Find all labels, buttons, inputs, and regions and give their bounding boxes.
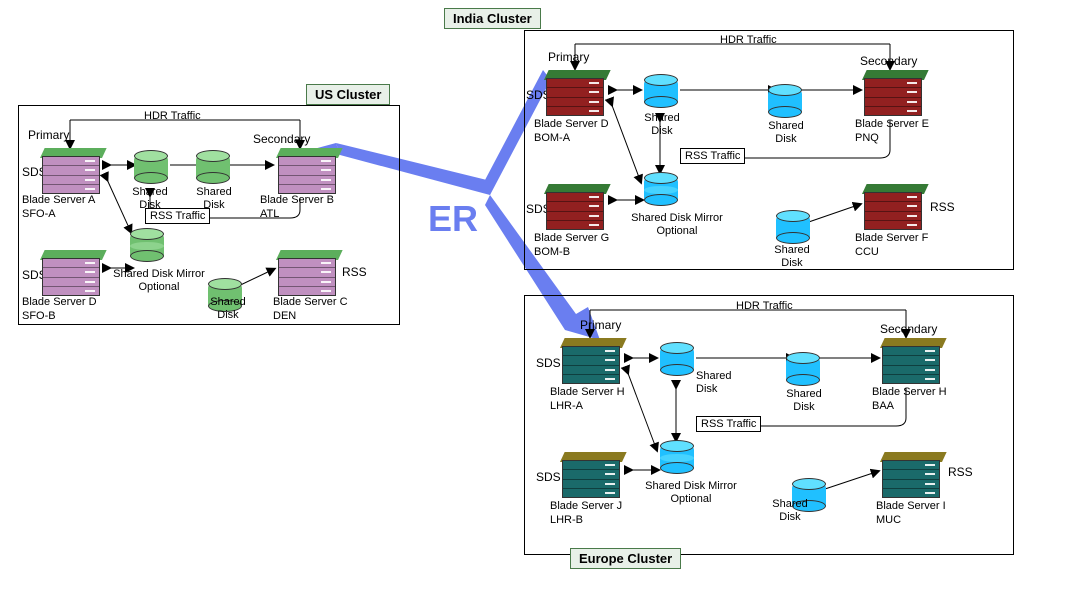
europe-disk-2 — [786, 352, 820, 388]
server-pnq — [862, 70, 926, 116]
server-lhr-a-code: LHR-A — [550, 400, 583, 413]
server-ccu — [862, 184, 926, 230]
server-baa-code: BAA — [872, 400, 894, 413]
server-sfo-b — [40, 250, 104, 296]
india-disk-1 — [644, 74, 678, 110]
europe-sds-1: SDS — [536, 356, 561, 370]
europe-rss-traffic: RSS Traffic — [696, 416, 761, 432]
india-disk1-label: SharedDisk — [632, 112, 692, 138]
server-ccu-name: Blade Server F — [855, 232, 928, 245]
europe-disk3-label: SharedDisk — [760, 498, 820, 524]
server-muc-name: Blade Server I — [876, 500, 946, 513]
india-disk-3 — [776, 210, 810, 246]
us-disk3-label: SharedDisk — [200, 296, 256, 322]
server-atl — [276, 148, 340, 194]
europe-disk2-label: SharedDisk — [774, 388, 834, 414]
europe-primary-label: Primary — [580, 318, 621, 332]
europe-hdr-traffic: HDR Traffic — [736, 300, 793, 313]
server-baa — [880, 338, 944, 384]
india-mirror-label: Shared Disk MirrorOptional — [622, 212, 732, 238]
europe-disk-mirror — [660, 440, 694, 476]
server-sfo-a-code: SFO-A — [22, 208, 56, 221]
india-primary-label: Primary — [548, 50, 589, 64]
europe-disk1-label: SharedDisk — [696, 370, 756, 396]
europe-secondary-label: Secondary — [880, 322, 937, 336]
india-disk-mirror — [644, 172, 678, 208]
europe-cluster-title: Europe Cluster — [570, 548, 681, 569]
us-disk-2 — [196, 150, 230, 186]
us-disk-1 — [134, 150, 168, 186]
india-cluster-title: India Cluster — [444, 8, 541, 29]
server-bom-a-name: Blade Server D — [534, 118, 609, 131]
server-pnq-name: Blade Server E — [855, 118, 929, 131]
india-disk3-label: SharedDisk — [762, 244, 822, 270]
us-mirror-label: Shared Disk MirrorOptional — [104, 268, 214, 294]
us-hdr-traffic: HDR Traffic — [144, 110, 201, 123]
server-sfo-a-name: Blade Server A — [22, 194, 95, 207]
us-disk1-label: SharedDisk — [115, 186, 185, 212]
india-rss: RSS — [930, 200, 955, 214]
server-bom-b — [544, 184, 608, 230]
server-bom-b-name: Blade Server G — [534, 232, 609, 245]
us-rss: RSS — [342, 265, 367, 279]
er-label: ER — [428, 198, 478, 240]
server-den-code: DEN — [273, 310, 296, 323]
server-baa-name: Blade Server H — [872, 386, 947, 399]
europe-mirror-label: Shared Disk MirrorOptional — [636, 480, 746, 506]
india-rss-traffic: RSS Traffic — [680, 148, 745, 164]
server-lhr-b-name: Blade Server J — [550, 500, 622, 513]
server-muc — [880, 452, 944, 498]
server-bom-a — [544, 70, 608, 116]
us-disk2-label: SharedDisk — [184, 186, 244, 212]
server-atl-name: Blade Server B — [260, 194, 334, 207]
server-sfo-a — [40, 148, 104, 194]
server-muc-code: MUC — [876, 514, 901, 527]
us-primary-label: Primary — [28, 128, 69, 142]
us-cluster-title: US Cluster — [306, 84, 390, 105]
server-lhr-a — [560, 338, 624, 384]
server-sfo-b-name: Blade Server D — [22, 296, 97, 309]
server-den — [276, 250, 340, 296]
europe-disk-1 — [660, 342, 694, 378]
server-bom-a-code: BOM-A — [534, 132, 570, 145]
server-atl-code: ATL — [260, 208, 279, 221]
india-secondary-label: Secondary — [860, 54, 917, 68]
server-sfo-b-code: SFO-B — [22, 310, 56, 323]
europe-rss: RSS — [948, 465, 973, 479]
us-secondary-label: Secondary — [253, 132, 310, 146]
us-disk-mirror — [130, 228, 164, 264]
server-lhr-b — [560, 452, 624, 498]
server-lhr-a-name: Blade Server H — [550, 386, 625, 399]
europe-sds-2: SDS — [536, 470, 561, 484]
server-ccu-code: CCU — [855, 246, 879, 259]
india-disk2-label: SharedDisk — [756, 120, 816, 146]
server-bom-b-code: BOM-B — [534, 246, 570, 259]
server-pnq-code: PNQ — [855, 132, 879, 145]
india-hdr-traffic: HDR Traffic — [720, 34, 777, 47]
server-lhr-b-code: LHR-B — [550, 514, 583, 527]
server-den-name: Blade Server C — [273, 296, 348, 309]
india-disk-2 — [768, 84, 802, 120]
